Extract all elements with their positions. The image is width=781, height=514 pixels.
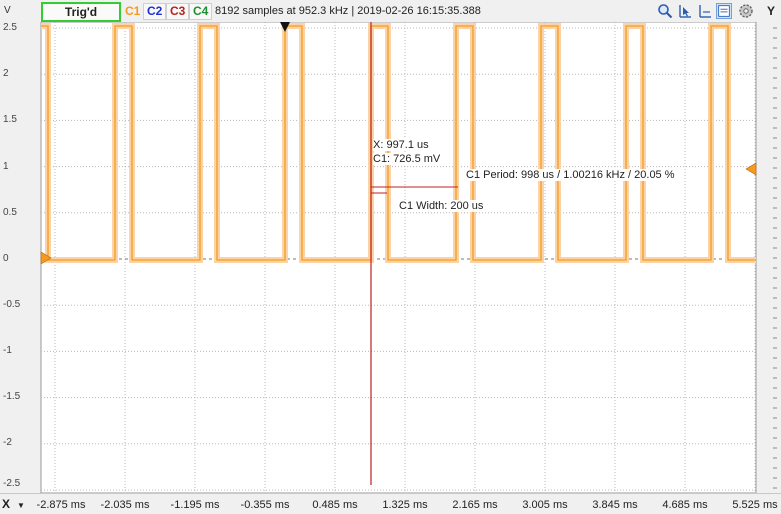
settings-icon[interactable] xyxy=(738,3,754,19)
y-tick-label: -1.5 xyxy=(3,391,21,402)
zoom-icon[interactable] xyxy=(657,3,673,19)
acquisition-info: 8192 samples at 952.3 kHz | 2019-02-26 1… xyxy=(215,5,481,17)
toolbar: V Trig'd C1 C2 C3 C4 8192 samples at 952… xyxy=(0,0,781,23)
channel-4-button[interactable]: C4 xyxy=(189,3,213,20)
channel-1-button[interactable]: C1 xyxy=(125,4,141,18)
y-axis-button[interactable]: Y xyxy=(766,4,775,18)
x-axis-bar: X ▼ -2.875 ms -2.035 ms -1.195 ms -0.355… xyxy=(0,493,781,514)
cursor-x-readout: X: 997.1 us xyxy=(373,139,429,151)
y-tick-label: 0.5 xyxy=(3,207,17,218)
plot-area[interactable]: 2.5 2 1.5 1 0.5 0 -0.5 -1 -1.5 -2 -2.5 X… xyxy=(0,21,781,494)
x-tick-label: 4.685 ms xyxy=(662,499,708,511)
period-measurement: C1 Period: 998 us / 1.00216 kHz / 20.05 … xyxy=(466,169,675,181)
cursor-measure-icon[interactable] xyxy=(697,3,713,19)
y-tick-label: 2 xyxy=(3,68,9,79)
y-tick-label: 2.5 xyxy=(3,22,17,33)
x-tick-label: 5.525 ms xyxy=(732,499,778,511)
channel-1-offset-marker[interactable] xyxy=(40,251,52,265)
chart-mode-icon[interactable] xyxy=(716,3,732,19)
x-tick-label: -2.035 ms xyxy=(100,499,150,511)
x-tick-label: 0.485 ms xyxy=(312,499,358,511)
x-tick-label: 1.325 ms xyxy=(382,499,428,511)
trigger-level-marker[interactable] xyxy=(745,162,757,176)
cursor-c1-readout: C1: 726.5 mV xyxy=(373,153,441,165)
y-unit-label: V xyxy=(4,5,11,16)
right-scale-ticks xyxy=(773,27,777,489)
x-tick-label: -0.355 ms xyxy=(240,499,290,511)
waveform-plot[interactable] xyxy=(0,21,781,494)
width-measurement: C1 Width: 200 us xyxy=(399,200,484,212)
x-tick-label: -1.195 ms xyxy=(170,499,220,511)
channel-2-button[interactable]: C2 xyxy=(143,3,167,20)
chevron-down-icon[interactable]: ▼ xyxy=(17,501,25,510)
x-tick-label: 3.845 ms xyxy=(592,499,638,511)
y-tick-label: 0 xyxy=(3,253,9,264)
x-tick-label: 2.165 ms xyxy=(452,499,498,511)
y-tick-label: -2.5 xyxy=(3,478,21,489)
y-tick-label: 1.5 xyxy=(3,114,17,125)
y-tick-label: 1 xyxy=(3,161,9,172)
trigger-status-button[interactable]: Trig'd xyxy=(41,2,121,22)
grid-lines xyxy=(41,22,756,493)
trigger-position-marker[interactable] xyxy=(280,22,290,32)
x-tick-label: 3.005 ms xyxy=(522,499,568,511)
y-tick-label: -2 xyxy=(3,437,12,448)
x-tick-label: -2.875 ms xyxy=(36,499,86,511)
y-tick-label: -1 xyxy=(3,345,12,356)
x-axis-button[interactable]: X xyxy=(2,497,11,511)
channel-3-button[interactable]: C3 xyxy=(166,3,190,20)
cursor-pointer-icon[interactable] xyxy=(677,3,693,19)
y-tick-label: -0.5 xyxy=(3,299,21,310)
